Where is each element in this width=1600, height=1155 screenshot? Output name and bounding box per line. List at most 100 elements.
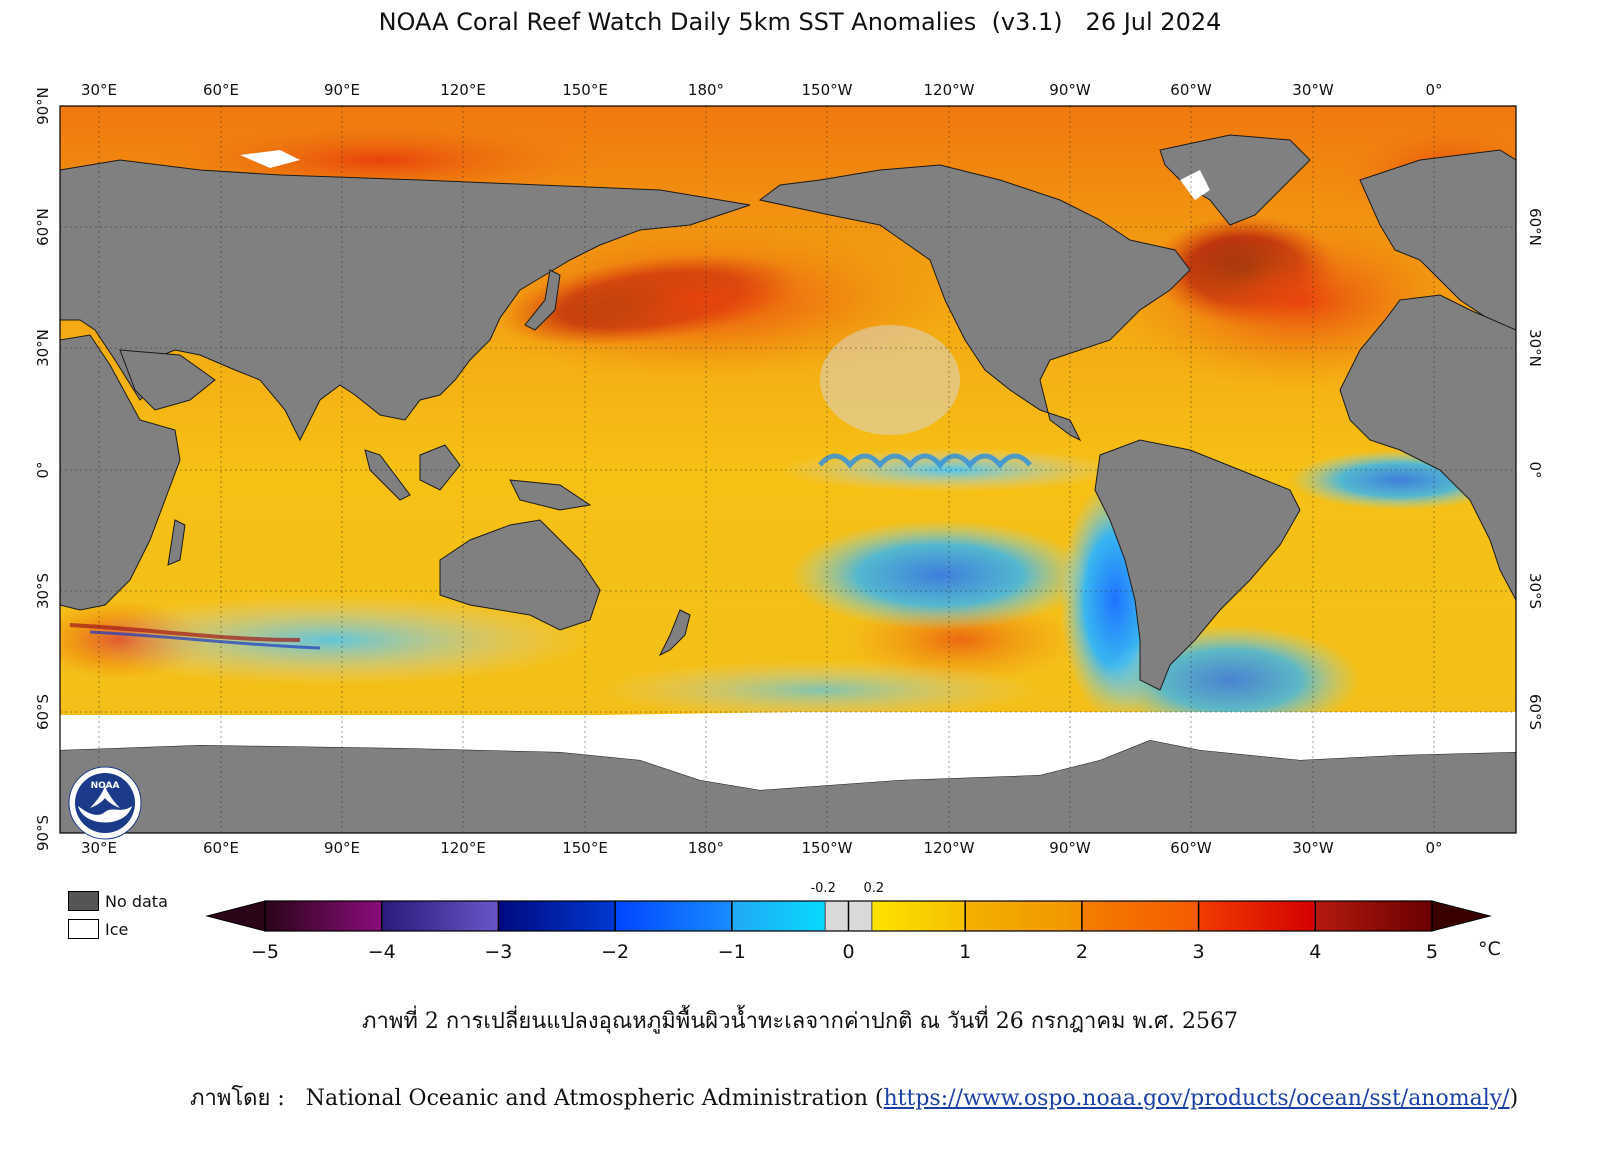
graticule (60, 106, 1516, 833)
west-africa (1339, 294, 1516, 601)
map-frame (59, 105, 1517, 834)
ice-label: Ice (105, 919, 129, 939)
lon-label-bottom: 60°E (203, 839, 239, 857)
colorbar-tick-label: 0 (842, 941, 854, 963)
lat-label-left: 60°S (34, 694, 52, 730)
colorbar-tick-label: −5 (251, 941, 279, 963)
lat-label-left: 30°S (34, 573, 52, 609)
lon-label-top: 150°E (562, 81, 608, 99)
colorbar-tick-label: −2 (601, 941, 629, 963)
lon-label-top: 150°W (802, 81, 853, 99)
ice-swatch (68, 919, 99, 939)
borneo (419, 444, 461, 491)
new-guinea (509, 479, 592, 511)
lon-label-bottom: 0° (1425, 839, 1442, 857)
colorbar-low-extend (205, 900, 266, 932)
arabia (119, 349, 216, 411)
figure-caption: ภาพที่ 2 การเปลี่ยนแปลงอุณหภูมิพื้นผิวน้… (362, 1009, 1238, 1034)
noaa-logo-icon: NOAA (68, 766, 142, 840)
lat-labels-right: 60°N 30°N 0° 30°S 60°S (1526, 208, 1544, 730)
lon-label-bottom: 90°E (324, 839, 360, 857)
chart-title: NOAA Coral Reef Watch Daily 5km SST Anom… (378, 8, 1222, 36)
colorbar-segment (615, 901, 732, 931)
lon-label-top: 90°W (1049, 81, 1091, 99)
colorbar-tick-label: 2 (1076, 941, 1088, 963)
colorbar-segment (965, 901, 1082, 931)
instability-waves (818, 453, 1032, 469)
lon-label-top: 0° (1425, 81, 1442, 99)
lon-label-bottom: 30°W (1292, 839, 1334, 857)
south-indian-streak (69, 623, 301, 642)
lat-label-right: 0° (1526, 461, 1544, 478)
colorbar-segment (265, 901, 382, 931)
map-area (60, 106, 1516, 833)
credit-suffix: ) (1509, 1086, 1519, 1111)
south-indian-streak-blue (89, 630, 321, 650)
baffin-ice-patch (1180, 170, 1210, 200)
colorbar-tick-label: −4 (368, 941, 396, 963)
lon-label-bottom: 180° (688, 839, 724, 857)
arctic-ice-patch (240, 150, 300, 168)
lat-label-right: 60°N (1526, 208, 1544, 246)
lon-label-top: 30°E (81, 81, 117, 99)
madagascar (167, 519, 186, 566)
new-zealand (658, 609, 691, 657)
colorbar-high-extend (1431, 900, 1492, 932)
colorbar-segment (1081, 901, 1199, 931)
lon-label-top: 180° (688, 81, 724, 99)
credit-prefix: ภาพโดย : National Oceanic and Atmospheri… (190, 1086, 884, 1111)
no-data-swatch (68, 891, 99, 911)
colorbar-segment (498, 901, 616, 931)
southern-pacific-cool (600, 660, 1040, 720)
sumatra (364, 449, 411, 501)
lon-labels-top: 30°E 60°E 90°E 120°E 150°E 180° 150°W 120°W 90°W… (81, 81, 1443, 99)
lon-label-bottom: 120°W (924, 839, 975, 857)
lon-label-bottom: 30°E (81, 839, 117, 857)
colorbar-segment (381, 901, 499, 931)
colorbar-tick-label: 5 (1426, 941, 1438, 963)
no-data-label: No data (105, 891, 168, 911)
east-pacific-neutral (820, 325, 960, 435)
lat-label-right: 30°N (1526, 329, 1544, 367)
colorbar-tick-label: 4 (1309, 941, 1321, 963)
colorbar-minor-tick-label: -0.2 (810, 881, 835, 896)
lon-labels-bottom: 30°E 60°E 90°E 120°E 150°E 180° 150°W 120°W 90°W… (81, 839, 1443, 857)
lat-label-left: 90°N (34, 87, 52, 125)
lon-label-top: 30°W (1292, 81, 1334, 99)
colorbar-tick-label: −3 (484, 941, 512, 963)
colorbar-tick-label: −1 (718, 941, 746, 963)
lat-label-left: 30°N (34, 329, 52, 367)
legend-ice: Ice (68, 919, 128, 939)
lon-label-top: 60°E (203, 81, 239, 99)
lon-label-top: 90°E (324, 81, 360, 99)
lon-label-bottom: 90°W (1049, 839, 1091, 857)
south-pacific-cold (790, 520, 1090, 630)
legend-no-data: No data (68, 891, 168, 911)
lon-label-bottom: 150°E (562, 839, 608, 857)
japan (524, 269, 561, 331)
australia (439, 519, 601, 631)
lat-label-right: 60°S (1526, 694, 1544, 730)
lon-label-top: 120°W (924, 81, 975, 99)
lat-label-left: 0° (34, 461, 52, 478)
land-masses (60, 134, 1516, 833)
lon-label-bottom: 150°W (802, 839, 853, 857)
colorbar-tick-label: 3 (1193, 941, 1205, 963)
image-credit: ภาพโดย : National Oceanic and Atmospheri… (190, 1080, 1518, 1115)
southern-ocean-cool (70, 595, 590, 685)
lon-label-top: 120°E (440, 81, 486, 99)
colorbar: −5 −4 −3 −2 −1 0 1 2 3 4 5 -0.2 0.2 °C (205, 881, 1501, 963)
colorbar-tick-label: 1 (959, 941, 971, 963)
lat-label-right: 30°S (1526, 573, 1544, 609)
credit-link[interactable]: https://www.ospo.noaa.gov/products/ocean… (883, 1086, 1510, 1111)
lon-label-bottom: 120°E (440, 839, 486, 857)
lat-labels-left: 90°N 60°N 30°N 0° 30°S 60°S 90°S (34, 87, 52, 851)
europe (1359, 149, 1516, 331)
greenland (1159, 134, 1311, 226)
north-america (758, 164, 1191, 442)
lon-label-bottom: 60°W (1170, 839, 1212, 857)
lon-label-top: 60°W (1170, 81, 1212, 99)
colorbar-segment (1315, 901, 1432, 931)
lat-label-left: 90°S (34, 815, 52, 851)
